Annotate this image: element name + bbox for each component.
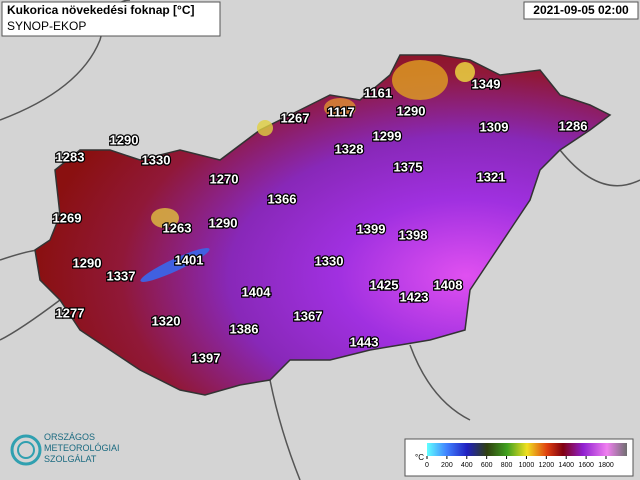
legend-ticks: 0 200 400 600 800 1000 1200 1400 1600 1800 bbox=[425, 456, 614, 469]
station-value: 1161 bbox=[364, 85, 392, 100]
station-value: 1299 bbox=[373, 128, 402, 143]
station-value: 1269 bbox=[53, 210, 82, 225]
station-value: 1425 bbox=[370, 277, 399, 292]
legend-tick-label: 1800 bbox=[598, 462, 614, 469]
station-value: 1267 bbox=[281, 110, 310, 125]
title: Kukorica növekedési foknap [°C] bbox=[7, 3, 195, 17]
highland bbox=[257, 120, 273, 136]
station-value: 1443 bbox=[350, 334, 379, 349]
header-box bbox=[1, 1, 221, 37]
datetime: 2021-09-05 02:00 bbox=[533, 3, 629, 17]
station-value: 1290 bbox=[209, 215, 238, 230]
highland bbox=[392, 60, 448, 100]
station-value: 1286 bbox=[559, 118, 588, 133]
station-value: 1367 bbox=[294, 308, 323, 323]
station-value: 1337 bbox=[107, 268, 136, 283]
highland bbox=[151, 208, 179, 228]
lake bbox=[140, 248, 210, 282]
logo: ORSZÁGOS METEOROLÓGIAI SZOLGÁLAT bbox=[10, 432, 120, 466]
station-value: 1117 bbox=[327, 104, 355, 119]
station-value: 1423 bbox=[400, 289, 429, 304]
legend-tick-label: 1600 bbox=[578, 462, 594, 469]
station-value: 1263 bbox=[163, 220, 192, 235]
station-value: 1290 bbox=[110, 132, 139, 147]
station-value: 1309 bbox=[480, 119, 509, 134]
date-box bbox=[523, 1, 639, 20]
source: SYNOP-EKOP bbox=[7, 19, 86, 33]
legend-tick-label: 600 bbox=[481, 462, 493, 469]
station-value: 1398 bbox=[399, 227, 428, 242]
station-value: 1366 bbox=[268, 191, 297, 206]
station-value: 1270 bbox=[210, 171, 239, 186]
station-value: 1401 bbox=[175, 252, 204, 267]
legend-tick-label: 1200 bbox=[539, 462, 555, 469]
logo-line: SZOLGÁLAT bbox=[44, 454, 97, 464]
station-value: 1283 bbox=[56, 149, 85, 164]
station-value: 1386 bbox=[230, 321, 259, 336]
logo-line: ORSZÁGOS bbox=[44, 432, 95, 442]
stations: 1349 1161 1290 1267 1117 1299 1309 1286 1290 1328… bbox=[51, 75, 588, 367]
station-value: 1397 bbox=[192, 350, 221, 365]
legend-tick-label: 200 bbox=[441, 462, 453, 469]
station-value: 1277 bbox=[56, 305, 85, 320]
station-value: 1375 bbox=[394, 159, 423, 174]
legend-tick-label: 1400 bbox=[558, 462, 574, 469]
station-value: 1330 bbox=[142, 152, 171, 167]
station-value: 1399 bbox=[357, 221, 386, 236]
legend-tick-label: 0 bbox=[425, 462, 429, 469]
station-value: 1290 bbox=[397, 103, 426, 118]
legend-tick-label: 400 bbox=[461, 462, 473, 469]
legend-tick-label: 1000 bbox=[519, 462, 535, 469]
highland bbox=[455, 62, 475, 82]
station-value: 1290 bbox=[73, 255, 102, 270]
station-value: 1321 bbox=[477, 169, 506, 184]
station-value: 1349 bbox=[472, 76, 501, 91]
highland bbox=[324, 98, 356, 118]
station-value: 1408 bbox=[434, 277, 463, 292]
logo-line: METEOROLÓGIAI bbox=[44, 443, 120, 453]
station-value: 1320 bbox=[152, 313, 181, 328]
station-value: 1330 bbox=[315, 253, 344, 268]
station-value: 1404 bbox=[242, 284, 272, 299]
colorbar bbox=[427, 443, 627, 456]
station-value: 1328 bbox=[335, 141, 364, 156]
legend-unit: °C bbox=[415, 453, 424, 462]
legend-tick-label: 800 bbox=[501, 462, 513, 469]
country bbox=[34, 54, 612, 396]
